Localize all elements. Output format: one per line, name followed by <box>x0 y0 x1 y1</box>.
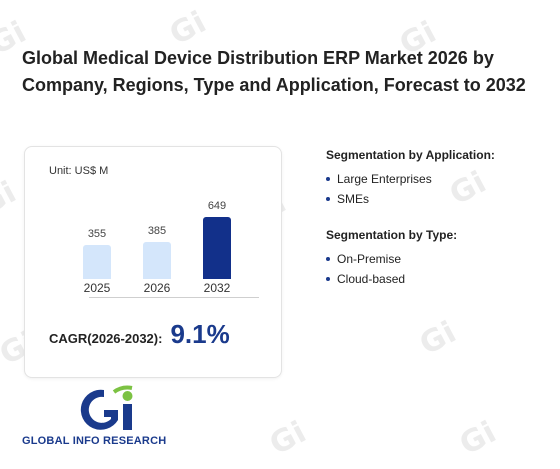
category-label: 2026 <box>143 281 171 295</box>
logo-text: GLOBAL INFO RESEARCH <box>22 435 167 447</box>
bar-2025 <box>83 245 111 279</box>
type-item: On-Premise <box>326 252 457 266</box>
type-item: Cloud-based <box>326 272 457 286</box>
bar-2026 <box>143 242 171 279</box>
segmentation-type-title: Segmentation by Type: <box>326 228 458 242</box>
cagr-row: CAGR(2026-2032): 9.1% <box>49 319 230 350</box>
application-item: SMEs <box>326 192 495 206</box>
segmentation-application-title: Segmentation by Application: <box>326 148 495 162</box>
bar-value-label: 649 <box>207 200 227 212</box>
cagr-value: 9.1% <box>170 319 230 349</box>
bar-value-label: 385 <box>147 225 167 237</box>
company-logo: GLOBAL INFO RESEARCH <box>22 384 187 452</box>
segmentation-type: Segmentation by Type: On-Premise Cloud-b… <box>326 228 457 292</box>
page-title: Global Medical Device Distribution ERP M… <box>22 48 526 95</box>
bar-chart: 355 2025 385 2026 649 2032 <box>25 147 281 307</box>
bar-value-label: 355 <box>87 228 107 240</box>
market-size-card: Unit: US$ M 355 2025 385 2026 649 2032 CAGR(2… <box>24 146 282 378</box>
application-item: Large Enterprises <box>326 172 495 186</box>
unit-label: Unit: US$ M <box>49 165 109 177</box>
logo-mark-icon <box>80 385 133 430</box>
category-label: 2032 <box>203 281 231 295</box>
watermark: Gi <box>454 414 503 463</box>
bar-2032 <box>203 217 231 279</box>
cagr-label: CAGR(2026-2032): <box>49 331 163 346</box>
category-label: 2025 <box>83 281 111 295</box>
segmentation-application: Segmentation by Application: Large Enter… <box>326 148 495 212</box>
watermark: Gi <box>414 314 463 363</box>
watermark: Gi <box>0 174 23 223</box>
watermark: Gi <box>264 414 313 463</box>
chart-baseline <box>89 297 259 298</box>
